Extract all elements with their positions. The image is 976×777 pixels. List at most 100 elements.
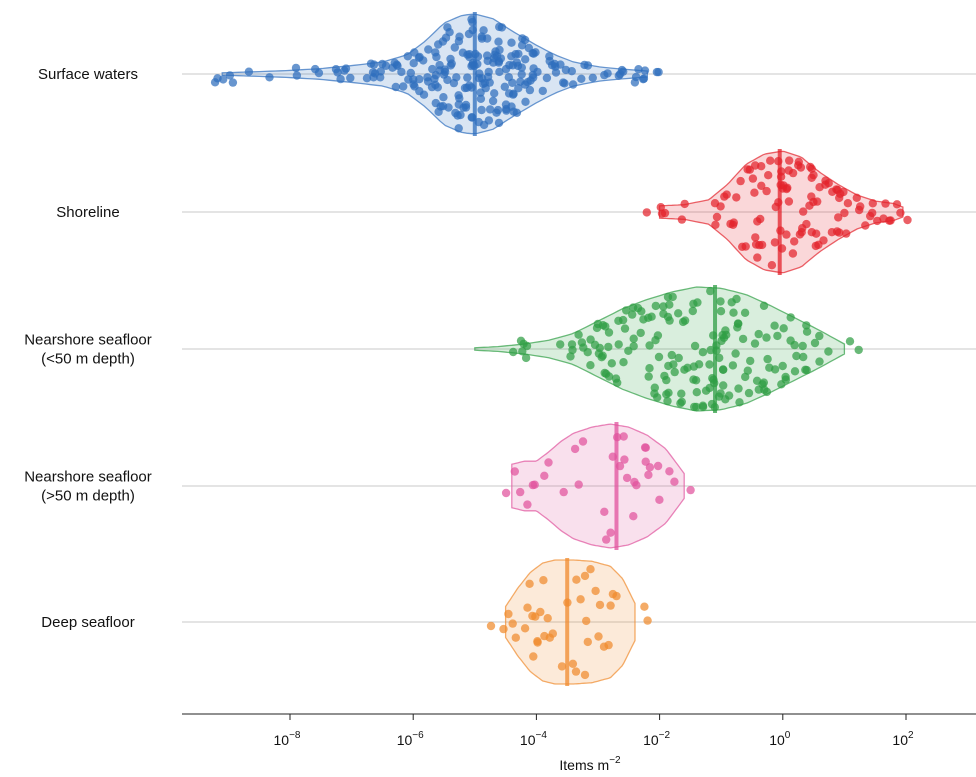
data-point <box>670 477 679 486</box>
data-point <box>518 347 527 356</box>
data-point <box>244 67 254 76</box>
data-point <box>802 321 811 330</box>
data-point <box>508 619 517 628</box>
data-point <box>600 368 609 378</box>
data-point <box>583 61 593 70</box>
data-point <box>424 45 433 54</box>
x-axis: 10−8 10−6 10−4 10−2 100 102 <box>182 713 976 748</box>
data-point <box>617 65 627 75</box>
data-point <box>488 96 498 106</box>
data-point <box>619 358 628 367</box>
data-point <box>521 353 531 363</box>
data-point <box>292 71 302 80</box>
data-point <box>604 342 613 352</box>
data-point <box>735 398 744 407</box>
data-point <box>376 73 385 82</box>
data-point <box>799 207 808 216</box>
data-point <box>494 118 504 128</box>
data-point <box>404 75 413 84</box>
data-point <box>692 388 701 397</box>
data-point <box>815 357 824 366</box>
data-point <box>873 216 882 226</box>
data-point <box>213 74 222 83</box>
data-point <box>619 432 628 441</box>
data-point <box>517 70 526 79</box>
data-point <box>521 80 530 89</box>
data-point <box>691 376 701 385</box>
data-point <box>529 73 538 82</box>
data-point <box>406 68 415 78</box>
data-point <box>477 105 486 115</box>
data-point <box>694 360 704 369</box>
data-point <box>716 389 725 398</box>
data-point <box>580 670 590 680</box>
data-point <box>750 339 760 348</box>
data-point <box>719 381 728 390</box>
data-point <box>449 78 459 88</box>
data-point <box>594 632 603 641</box>
data-point <box>798 341 807 351</box>
data-point <box>428 64 437 74</box>
data-point <box>489 58 498 67</box>
data-point <box>495 67 504 77</box>
data-point <box>547 60 557 70</box>
data-point <box>770 238 780 247</box>
data-point <box>759 301 769 310</box>
x-tick-label: 100 <box>769 730 791 748</box>
data-point <box>662 390 671 399</box>
data-point <box>409 80 418 89</box>
data-point <box>583 637 592 647</box>
data-point <box>557 662 567 671</box>
data-point <box>717 336 726 346</box>
data-point <box>455 32 464 41</box>
category-labels: Surface waters Shoreline Nearshore seafloo… <box>24 66 152 631</box>
data-point <box>835 193 844 203</box>
data-point <box>517 41 527 50</box>
data-point <box>578 437 588 446</box>
data-point <box>368 68 378 77</box>
data-point <box>458 48 468 57</box>
data-point <box>653 331 663 340</box>
data-point <box>464 29 474 39</box>
data-point <box>785 156 794 165</box>
data-point <box>570 444 580 454</box>
data-point <box>484 67 493 77</box>
data-point <box>544 458 553 467</box>
data-point <box>686 485 695 495</box>
data-point <box>477 34 487 43</box>
data-point <box>620 455 629 464</box>
data-point <box>660 371 669 381</box>
data-point <box>542 73 552 83</box>
data-point <box>665 316 674 325</box>
data-point <box>496 54 506 63</box>
data-point <box>885 216 894 225</box>
data-point <box>440 65 449 74</box>
data-point <box>595 600 605 610</box>
data-point <box>265 73 274 82</box>
data-point <box>801 365 810 374</box>
data-point <box>655 495 664 504</box>
data-point <box>790 340 799 350</box>
category-label: Surface waters <box>38 66 138 83</box>
data-point <box>814 240 823 249</box>
data-point <box>419 90 429 99</box>
data-point <box>493 105 503 115</box>
data-point <box>477 74 487 83</box>
data-point <box>539 576 548 585</box>
data-point <box>843 199 853 208</box>
data-point <box>654 352 664 362</box>
data-point <box>594 349 604 358</box>
data-point <box>381 61 391 70</box>
data-point <box>514 84 523 93</box>
data-point <box>529 652 538 661</box>
data-point <box>410 48 419 57</box>
data-point <box>645 341 654 350</box>
data-point <box>680 199 689 209</box>
data-point <box>476 94 486 104</box>
data-point <box>559 78 568 87</box>
data-point <box>507 38 516 47</box>
data-point <box>518 34 527 43</box>
data-point <box>779 324 788 333</box>
data-point <box>674 353 683 363</box>
data-point <box>762 186 771 196</box>
